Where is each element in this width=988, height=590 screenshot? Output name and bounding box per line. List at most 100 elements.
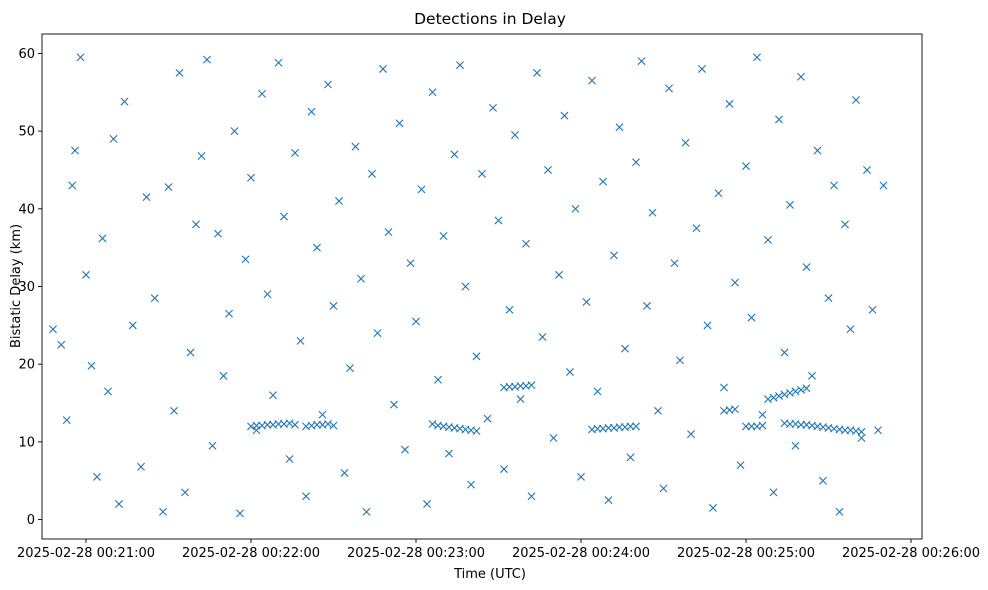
y-tick-label: 0 xyxy=(27,513,35,528)
data-point xyxy=(852,96,860,105)
data-point xyxy=(307,107,316,116)
data-point xyxy=(813,146,822,155)
x-axis: 2025-02-28 00:21:00 2025-02-28 00:22:00 20… xyxy=(17,539,980,561)
data-point xyxy=(109,134,118,143)
data-point xyxy=(780,348,789,357)
data-point xyxy=(219,371,228,380)
data-point xyxy=(819,476,827,485)
data-point xyxy=(698,64,706,73)
data-point xyxy=(681,138,690,147)
y-tick-label: 40 xyxy=(18,202,35,217)
data-point xyxy=(632,158,640,167)
data-point xyxy=(346,364,354,373)
data-point xyxy=(621,344,629,353)
data-point xyxy=(291,420,299,429)
data-point xyxy=(566,367,574,376)
data-point xyxy=(527,492,536,501)
data-point xyxy=(159,507,167,516)
data-point xyxy=(758,410,767,419)
data-point xyxy=(115,500,123,509)
x-tick-label: 2025-02-28 00:25:00 xyxy=(677,546,815,561)
y-tick-label: 20 xyxy=(18,358,35,373)
data-point xyxy=(472,352,481,361)
data-point xyxy=(868,305,877,314)
data-point xyxy=(395,119,404,128)
data-point xyxy=(489,103,497,112)
data-point xyxy=(505,305,514,314)
data-point xyxy=(170,406,178,415)
x-axis-label: Time (UTC) xyxy=(453,567,526,582)
data-point xyxy=(324,80,332,89)
data-point xyxy=(225,309,233,318)
data-point xyxy=(417,185,426,194)
data-point xyxy=(428,420,437,429)
data-point xyxy=(522,239,530,248)
data-point xyxy=(274,58,283,67)
data-point xyxy=(709,503,717,512)
data-point xyxy=(450,150,459,159)
data-point xyxy=(57,340,66,349)
data-point xyxy=(49,325,57,334)
data-point xyxy=(128,321,137,330)
data-point xyxy=(769,393,778,402)
data-point xyxy=(296,336,305,345)
data-point xyxy=(637,57,646,66)
data-point xyxy=(258,89,266,98)
y-tick-label: 30 xyxy=(18,280,35,295)
data-point xyxy=(263,290,272,299)
data-point xyxy=(659,484,668,493)
data-point xyxy=(445,449,453,458)
data-point xyxy=(879,181,888,190)
data-point xyxy=(71,146,79,155)
data-point xyxy=(93,472,101,481)
data-point xyxy=(236,509,244,518)
data-point xyxy=(786,388,794,397)
data-point xyxy=(802,263,811,272)
x-tick-label: 2025-02-28 00:22:00 xyxy=(182,546,320,561)
data-point xyxy=(203,55,211,64)
data-point xyxy=(714,189,723,198)
data-point xyxy=(478,169,486,178)
data-point xyxy=(208,441,217,450)
data-point xyxy=(483,414,492,423)
data-point xyxy=(302,492,310,501)
data-point xyxy=(615,123,624,132)
y-axis: 0 10 20 30 40 50 60 xyxy=(18,47,42,528)
data-point xyxy=(68,181,77,190)
data-point xyxy=(764,235,772,244)
data-point xyxy=(643,301,651,310)
data-point xyxy=(461,282,470,291)
data-point xyxy=(76,53,85,62)
plot-area xyxy=(41,33,923,540)
data-point xyxy=(725,99,734,108)
data-point xyxy=(626,453,635,462)
data-point xyxy=(214,229,222,238)
data-point xyxy=(82,270,90,279)
data-point xyxy=(318,410,327,419)
data-point xyxy=(291,148,299,157)
data-point xyxy=(516,395,525,404)
data-point xyxy=(648,208,657,217)
data-point xyxy=(150,294,159,303)
data-point xyxy=(758,421,767,430)
data-point xyxy=(533,68,541,77)
data-point xyxy=(703,321,712,330)
data-point xyxy=(791,387,800,396)
data-point xyxy=(830,181,838,190)
data-point xyxy=(241,255,250,264)
data-point xyxy=(665,84,673,93)
data-point xyxy=(351,142,360,151)
data-point xyxy=(654,406,662,415)
data-point xyxy=(571,204,580,213)
data-point xyxy=(456,61,464,70)
data-point xyxy=(186,348,195,357)
data-point xyxy=(280,212,288,221)
data-point xyxy=(98,234,107,243)
data-point xyxy=(791,441,800,450)
data-point xyxy=(329,421,338,430)
data-point xyxy=(802,384,811,393)
data-point xyxy=(434,375,442,384)
data-point xyxy=(472,427,481,435)
data-point xyxy=(538,333,547,341)
data-point xyxy=(780,390,789,399)
